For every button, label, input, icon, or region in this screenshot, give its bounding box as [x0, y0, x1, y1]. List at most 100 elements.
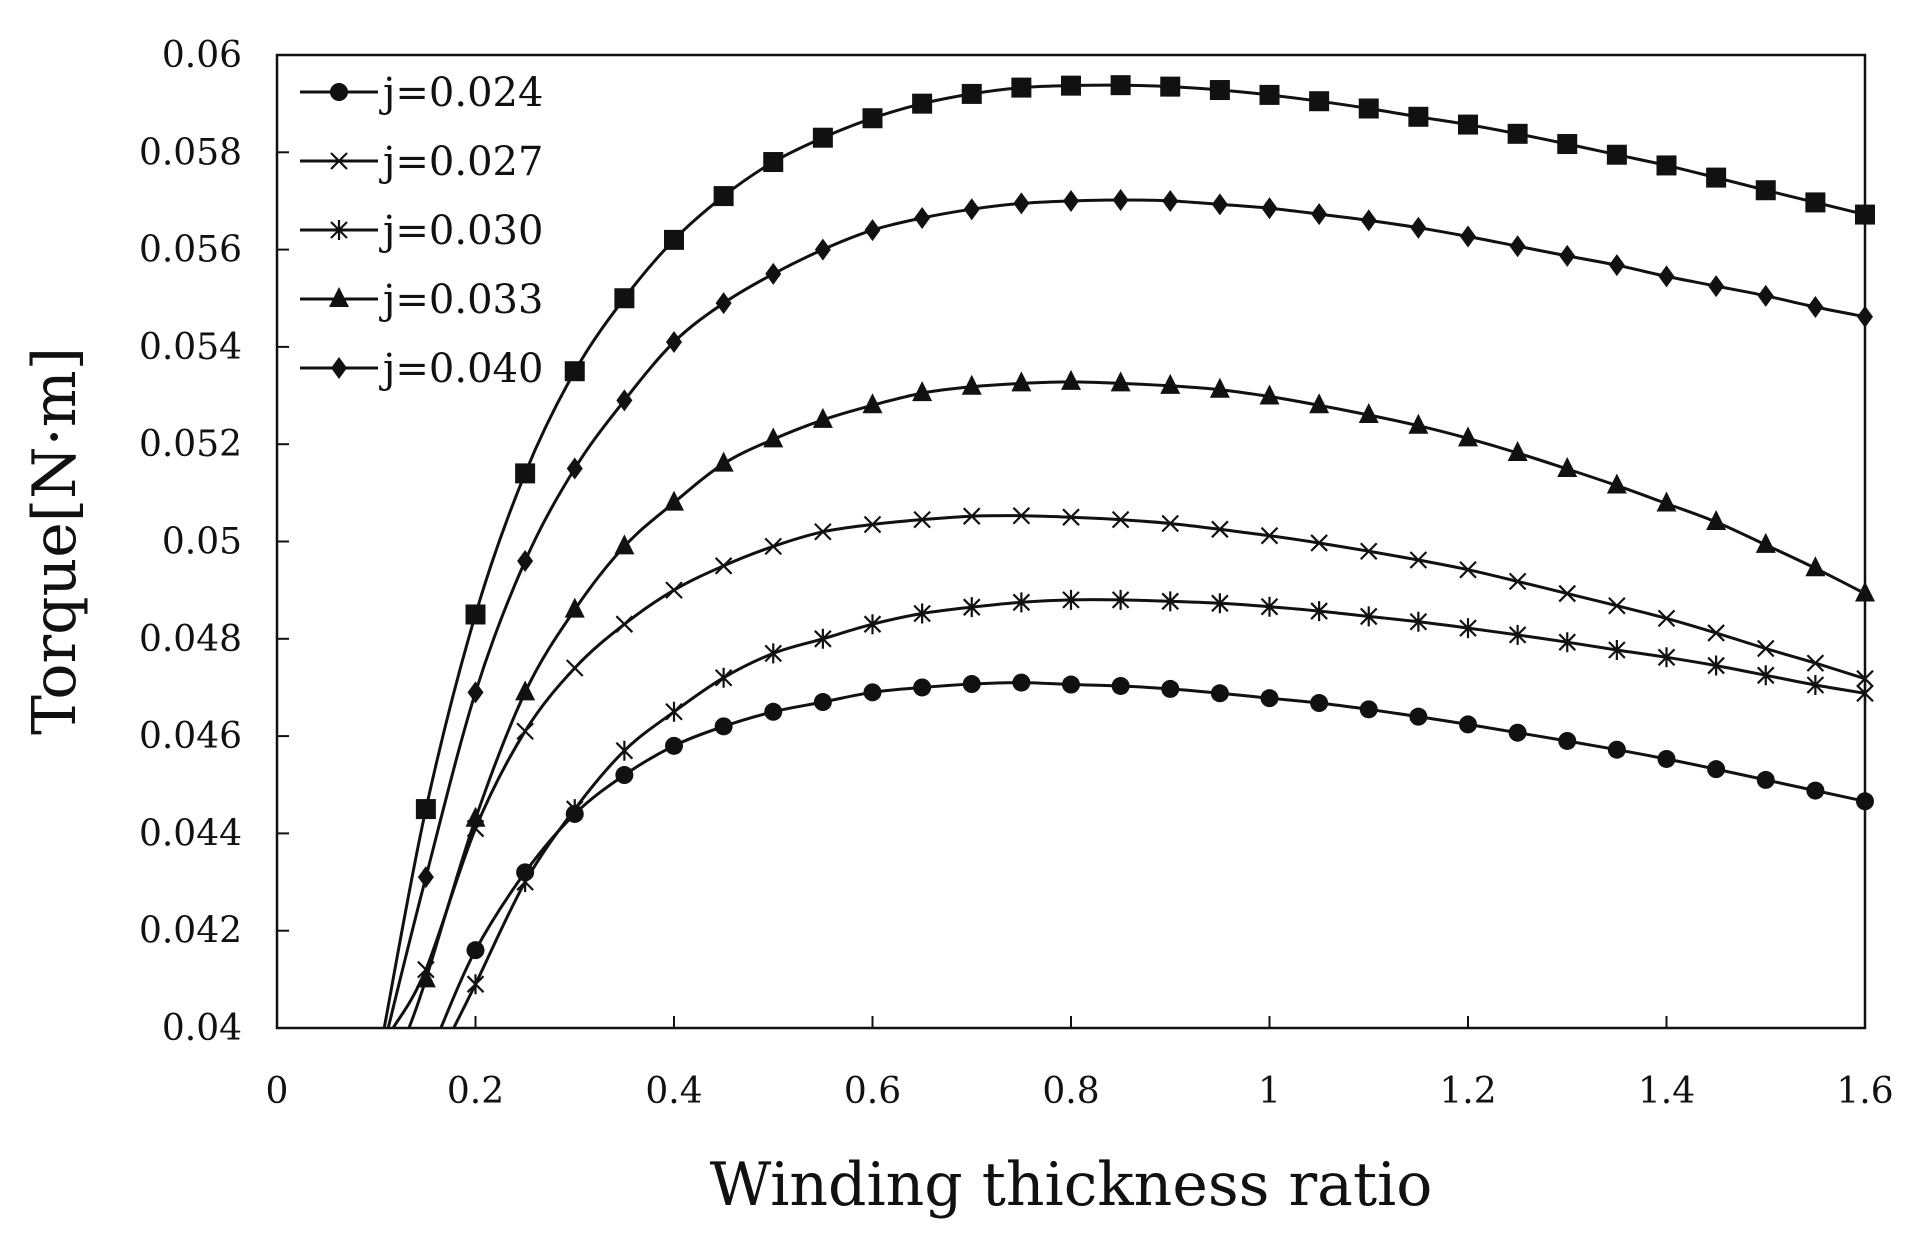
- data-point: [765, 262, 782, 285]
- data-point: [764, 537, 783, 556]
- data-point: [1608, 596, 1626, 615]
- data-point: [961, 83, 982, 104]
- y-axis-title: Torque[N·m]: [20, 347, 90, 735]
- data-point: [465, 806, 486, 827]
- data-point: [415, 967, 436, 988]
- legend-marker: [329, 287, 349, 307]
- y-tick-label: 0.054: [139, 327, 242, 368]
- data-point: [1161, 591, 1180, 612]
- data-point: [1558, 584, 1577, 603]
- data-point: [417, 866, 434, 889]
- series-unlabeled-5: [382, 75, 1875, 1029]
- data-point: [1460, 225, 1476, 248]
- data-point: [614, 534, 635, 555]
- y-tick-label: 0.058: [139, 132, 242, 173]
- data-point: [1211, 520, 1229, 539]
- data-point: [1360, 209, 1377, 232]
- data-point: [1607, 740, 1626, 759]
- data-point: [813, 693, 832, 712]
- data-point: [1608, 639, 1626, 660]
- data-point: [1013, 192, 1030, 215]
- data-point: [1062, 508, 1080, 526]
- y-tick-label: 0.046: [139, 716, 242, 757]
- data-point: [1311, 203, 1328, 226]
- data-point: [764, 643, 783, 664]
- data-point: [1707, 760, 1726, 779]
- data-point: [1755, 180, 1776, 201]
- data-point: [465, 604, 486, 625]
- data-point: [1508, 624, 1527, 645]
- x-tick-label: 0.4: [645, 1071, 702, 1112]
- data-point: [1558, 632, 1577, 653]
- data-point: [1259, 384, 1280, 405]
- data-point: [665, 581, 683, 599]
- data-point: [863, 614, 882, 635]
- data-point: [1260, 526, 1279, 545]
- data-point: [615, 615, 634, 633]
- data-point: [1111, 510, 1130, 529]
- data-point: [1806, 675, 1825, 696]
- data-point: [1656, 491, 1677, 512]
- data-point: [962, 675, 981, 694]
- data-point: [1110, 75, 1131, 96]
- data-point: [713, 451, 734, 472]
- series-j=0.030: [452, 589, 1874, 1029]
- series-j=0.024: [439, 673, 1874, 1029]
- legend-marker: [330, 152, 348, 170]
- data-point: [1459, 618, 1477, 639]
- data-point: [1509, 235, 1526, 258]
- x-tick-label: 0.6: [844, 1071, 901, 1112]
- data-point: [1409, 611, 1428, 632]
- data-point: [814, 238, 831, 261]
- data-point: [1707, 624, 1725, 642]
- data-point: [466, 941, 485, 960]
- data-point: [1061, 75, 1081, 96]
- data-point: [1459, 560, 1477, 579]
- data-point: [515, 680, 536, 701]
- data-point: [1458, 426, 1478, 447]
- data-point: [714, 717, 733, 736]
- data-point: [1409, 551, 1428, 569]
- data-point: [1756, 639, 1775, 658]
- data-point: [863, 515, 882, 534]
- data-point: [1657, 647, 1676, 668]
- data-point: [764, 702, 783, 721]
- data-point: [1209, 377, 1230, 398]
- data-point: [863, 683, 882, 702]
- data-point: [466, 974, 485, 995]
- data-point: [516, 722, 534, 741]
- data-point: [1458, 114, 1478, 135]
- data-point: [1855, 581, 1875, 602]
- data-point: [714, 557, 733, 575]
- data-point: [864, 219, 881, 242]
- data-point: [1260, 596, 1279, 617]
- legend-marker: [330, 220, 348, 240]
- series-line: [439, 681, 1866, 1029]
- data-point: [913, 678, 932, 697]
- y-tick-label: 0.05: [162, 522, 242, 563]
- data-point: [1856, 669, 1874, 688]
- data-point: [763, 152, 784, 173]
- series-line: [452, 598, 1866, 1029]
- data-point: [1012, 673, 1031, 692]
- data-point: [1211, 193, 1228, 216]
- data-point: [1358, 403, 1379, 424]
- legend-marker: [331, 357, 347, 379]
- data-point: [564, 361, 585, 382]
- y-tick-label: 0.048: [139, 619, 242, 660]
- data-point: [1806, 781, 1825, 800]
- data-point: [1606, 144, 1627, 165]
- data-point: [1310, 694, 1329, 713]
- x-tick-label: 1.2: [1439, 1071, 1496, 1112]
- data-point: [1160, 373, 1181, 394]
- data-point: [1260, 689, 1279, 708]
- data-point: [1657, 609, 1676, 628]
- data-point: [1161, 679, 1180, 698]
- data-point: [862, 393, 883, 414]
- y-tick-label: 0.04: [162, 1008, 242, 1049]
- y-tick-label: 0.044: [139, 813, 242, 854]
- data-point: [1706, 510, 1727, 531]
- legend-label: j=0.030: [379, 208, 543, 254]
- data-point: [1359, 700, 1378, 719]
- data-point: [714, 667, 733, 688]
